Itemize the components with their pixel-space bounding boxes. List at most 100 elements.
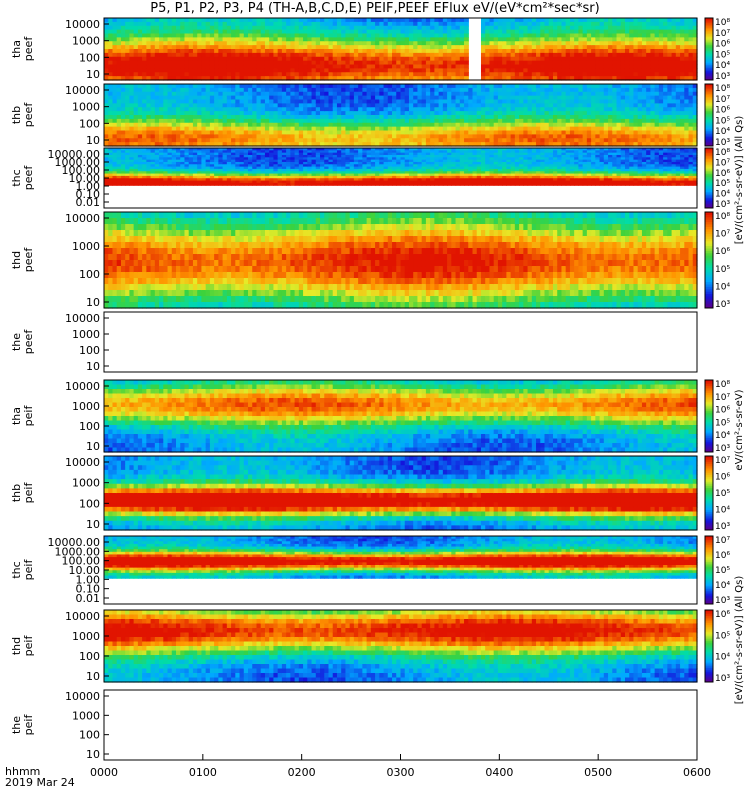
spectrogram-cell: [540, 99, 546, 104]
spectrogram-cell: [167, 103, 173, 108]
spectrogram-cell: [680, 76, 685, 81]
spectrogram-cell: [303, 130, 308, 135]
spectrogram-cell: [370, 103, 376, 108]
spectrogram-cell: [209, 111, 215, 116]
spectrogram-cell: [192, 166, 198, 170]
spectrogram-cell: [565, 118, 571, 124]
spectrogram-cell: [137, 157, 143, 161]
spectrogram-cell: [569, 37, 575, 42]
spectrogram-cell: [536, 60, 541, 66]
spectrogram-cell: [438, 37, 444, 42]
spectrogram-cell: [252, 33, 258, 38]
spectrogram-cell: [413, 52, 419, 58]
spectrogram-cell: [353, 68, 359, 73]
spectrogram-cell: [455, 18, 461, 23]
spectrogram-cell: [688, 29, 694, 35]
spectrogram-cell: [201, 99, 207, 104]
spectrogram-cell: [180, 168, 186, 172]
spectrogram-cell: [366, 130, 372, 135]
spectrogram-cell: [235, 84, 241, 89]
spectrogram-cell: [231, 150, 236, 154]
spectrogram-cell: [624, 95, 630, 101]
spectrogram-cell: [671, 84, 677, 89]
spectrogram-cell: [150, 168, 156, 172]
spectrogram-cell: [192, 76, 198, 81]
spectrogram-cell: [133, 107, 139, 112]
spectrogram-cell: [464, 130, 469, 135]
spectrogram-cell: [290, 18, 296, 23]
spectrogram-cell: [650, 122, 656, 128]
spectrogram-cell: [536, 68, 541, 73]
spectrogram-cell: [108, 166, 114, 170]
spectrogram-cell: [180, 37, 186, 42]
spectrogram-cell: [438, 33, 444, 38]
spectrogram-cell: [349, 37, 355, 42]
spectrogram-cell: [684, 99, 690, 104]
spectrogram-cell: [298, 99, 304, 104]
spectrogram-cell: [231, 91, 236, 97]
spectrogram-cell: [163, 175, 169, 179]
spectrogram-cell: [201, 130, 207, 135]
spectrogram-cell: [320, 29, 325, 35]
spectrogram-cell: [159, 60, 164, 66]
spectrogram-cell: [480, 60, 486, 66]
spectrogram-cell: [116, 68, 122, 73]
spectrogram-cell: [540, 111, 546, 116]
spectrogram-cell: [599, 87, 605, 93]
spectrogram-cell: [383, 52, 389, 58]
spectrogram-cell: [502, 134, 507, 139]
spectrogram-cell: [540, 41, 546, 46]
spectrogram-cell: [464, 76, 469, 81]
spectrogram-cell: [176, 168, 181, 172]
spectrogram-cell: [129, 87, 135, 93]
spectrogram-cell: [146, 84, 152, 89]
spectrogram-cell: [633, 111, 639, 116]
spectrogram-cell: [366, 95, 372, 101]
spectrogram-cell: [366, 87, 372, 93]
spectrogram-cell: [557, 33, 563, 38]
spectrogram-cell: [586, 76, 592, 81]
spectrogram-cell: [633, 118, 639, 124]
spectrogram-cell: [142, 87, 147, 93]
spectrogram-cell: [184, 29, 190, 35]
spectrogram-cell: [425, 64, 431, 69]
spectrogram-cell: [523, 130, 529, 135]
spectrogram-cell: [684, 33, 690, 38]
spectrogram-cell: [104, 76, 109, 81]
spectrogram-cell: [379, 56, 385, 62]
spectrogram-cell: [176, 56, 181, 62]
spectrogram-cell: [112, 72, 118, 77]
spectrogram-cell: [180, 164, 186, 168]
spectrogram-cell: [336, 37, 342, 42]
spectrogram-cell: [540, 126, 546, 132]
spectrogram-cell: [264, 25, 270, 31]
spectrogram-cell: [120, 107, 126, 112]
spectrogram-cell: [197, 157, 203, 161]
spectrogram-cell: [497, 122, 503, 128]
spectrogram-cell: [565, 68, 571, 73]
spectrogram-cell: [307, 130, 313, 135]
spectrogram-cell: [256, 134, 262, 139]
spectrogram-cell: [239, 166, 245, 170]
spectrogram-cell: [298, 49, 304, 54]
spectrogram-cell: [239, 142, 245, 147]
spectrogram-cell: [273, 138, 279, 143]
spectrogram-cell: [239, 171, 245, 175]
spectrogram-cell: [523, 115, 529, 120]
spectrogram-cell: [239, 29, 245, 35]
spectrogram-cell: [324, 142, 330, 147]
spectrogram-cell: [442, 138, 448, 143]
spectrogram-cell: [497, 41, 503, 46]
spectrogram-cell: [552, 118, 558, 124]
spectrogram-cell: [404, 64, 410, 69]
spectrogram-cell: [624, 25, 630, 31]
spectrogram-cell: [214, 18, 219, 23]
spectrogram-cell: [425, 95, 431, 101]
spectrogram-cell: [430, 68, 435, 73]
spectrogram-cell: [493, 84, 499, 89]
spectrogram-cell: [569, 18, 575, 23]
spectrogram-cell: [116, 157, 122, 161]
spectrogram-cell: [383, 126, 389, 132]
spectrogram-cell: [650, 115, 656, 120]
